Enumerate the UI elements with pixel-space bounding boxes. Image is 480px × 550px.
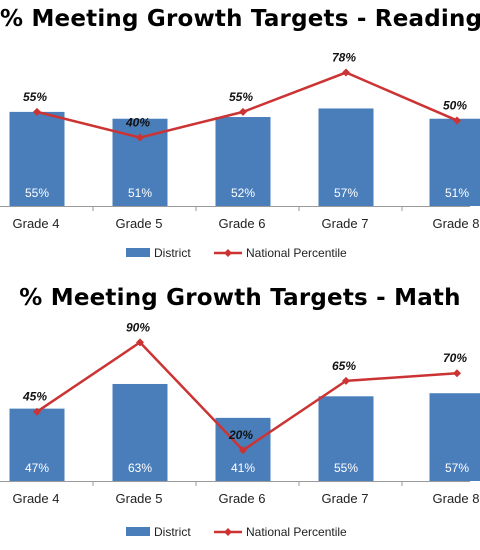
district-bar-label: 51% xyxy=(128,186,152,200)
national-percentile-label: 45% xyxy=(22,390,47,404)
x-tick-label: Grade 6 xyxy=(219,491,266,506)
national-percentile-label: 65% xyxy=(332,359,356,373)
national-percentile-point xyxy=(342,68,350,77)
district-bar-label: 57% xyxy=(445,461,469,475)
district-bar-label: 52% xyxy=(231,186,255,200)
national-percentile-label: 40% xyxy=(125,116,150,130)
x-tick-label: Grade 4 xyxy=(13,491,60,506)
district-bar xyxy=(318,108,374,206)
district-bar-label: 55% xyxy=(334,461,358,475)
national-percentile-point xyxy=(342,376,350,385)
district-bar-label: 57% xyxy=(334,186,358,200)
district-bar xyxy=(112,383,168,481)
legend-district-label: District xyxy=(154,246,191,260)
legend-district-label: District xyxy=(154,525,191,539)
x-tick-label: Grade 7 xyxy=(322,491,369,506)
national-percentile-point xyxy=(33,407,41,416)
reading-chart-svg: 55% 51% 52% 57% 51% Grade 4 Grade 5 Grade 6 Grad… xyxy=(0,51,480,260)
national-percentile-point xyxy=(239,446,247,455)
national-percentile-label: 55% xyxy=(229,90,253,104)
national-percentile-point xyxy=(136,133,144,142)
district-bar-label: 51% xyxy=(445,186,469,200)
reading-chart-title: % Meeting Growth Targets - Reading xyxy=(0,6,480,32)
x-tick-label: Grade 5 xyxy=(116,216,163,231)
national-percentile-label: 90% xyxy=(126,320,150,334)
x-tick-label: Grade 8 xyxy=(433,216,480,231)
national-percentile-label: 20% xyxy=(228,428,253,442)
x-tick-label: Grade 4 xyxy=(13,216,60,231)
legend-district-swatch xyxy=(126,527,150,536)
math-chart-svg: 47% 63% 41% 55% 57% Grade 4 Grade 5 Grade 6 Grad… xyxy=(0,320,480,539)
x-tick-label: Grade 6 xyxy=(219,216,266,231)
district-bar xyxy=(215,117,271,206)
national-percentile-label: 50% xyxy=(443,98,467,112)
legend-national-label: National Percentile xyxy=(246,525,347,539)
national-percentile-point xyxy=(453,116,461,125)
district-bar xyxy=(9,111,65,206)
reading-chart: % Meeting Growth Targets - Reading 55% 51… xyxy=(0,6,480,260)
district-bar xyxy=(318,396,374,481)
national-percentile-point xyxy=(239,107,247,116)
district-bar-label: 55% xyxy=(25,186,49,200)
x-tick-label: Grade 5 xyxy=(116,491,163,506)
math-chart: % Meeting Growth Targets - Math 47% 63% 41… xyxy=(0,275,480,550)
district-bar xyxy=(429,118,480,206)
x-tick-label: Grade 7 xyxy=(322,216,369,231)
district-bar xyxy=(429,393,480,481)
national-percentile-label: 70% xyxy=(443,351,467,365)
math-chart-title: % Meeting Growth Targets - Math xyxy=(19,285,461,311)
national-percentile-point xyxy=(33,107,41,116)
legend-district-swatch xyxy=(126,248,150,257)
district-bar-label: 41% xyxy=(231,461,255,475)
legend-national-marker xyxy=(224,528,232,536)
national-percentile-label: 78% xyxy=(332,51,356,65)
legend-national-marker xyxy=(224,249,232,257)
legend-national-label: National Percentile xyxy=(246,246,347,260)
national-percentile-label: 55% xyxy=(23,90,47,104)
district-bar-label: 63% xyxy=(128,461,152,475)
district-bar xyxy=(9,408,65,481)
district-bar-label: 47% xyxy=(25,461,49,475)
x-tick-label: Grade 8 xyxy=(433,491,480,506)
national-percentile-point xyxy=(453,369,461,378)
national-percentile-point xyxy=(136,338,144,347)
